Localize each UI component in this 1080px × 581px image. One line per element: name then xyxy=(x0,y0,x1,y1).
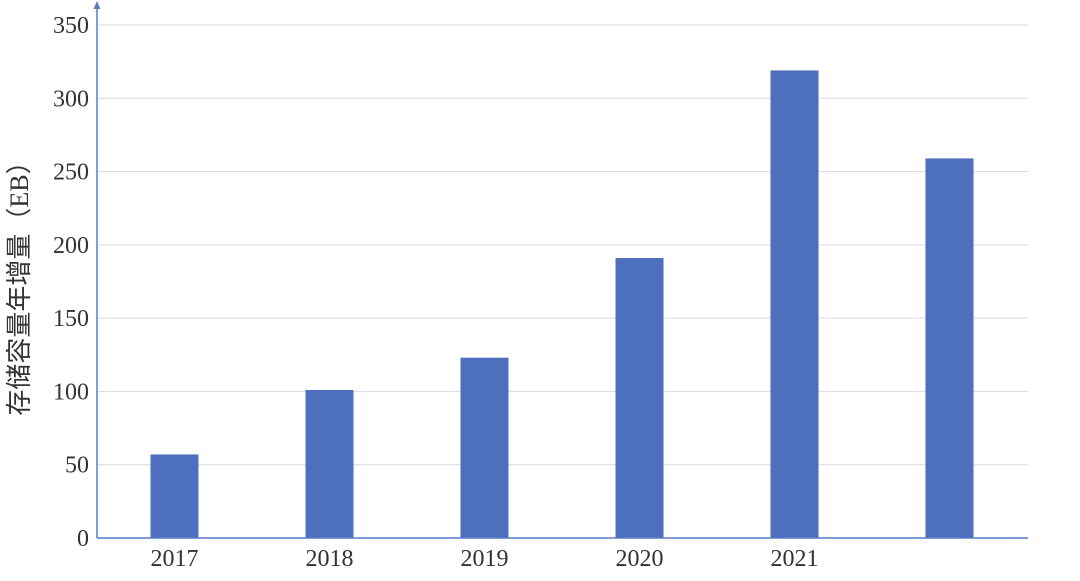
bar-2019 xyxy=(460,357,509,538)
bar-2021 xyxy=(770,70,819,539)
y-tick-label-200: 200 xyxy=(53,233,89,259)
y-tick-label-150: 150 xyxy=(53,306,89,332)
bar-2017 xyxy=(150,454,199,538)
y-tick-label-0: 0 xyxy=(77,526,89,552)
y-tick-label-300: 300 xyxy=(53,86,89,112)
x-tick-labels: 2017 2018 2019 2020 2021 xyxy=(151,546,819,572)
x-tick-label-2021: 2021 xyxy=(771,546,819,572)
y-tick-label-100: 100 xyxy=(53,379,89,405)
bar-2018 xyxy=(305,389,354,538)
bar-unlabeled-5 xyxy=(925,158,974,538)
grid-lines xyxy=(97,24,1028,466)
y-axis-arrow-icon xyxy=(93,1,101,9)
y-tick-label-350: 350 xyxy=(53,13,89,39)
y-tick-labels: 0 50 100 150 200 250 300 350 xyxy=(53,13,89,552)
bars xyxy=(150,70,974,539)
x-tick-label-2020: 2020 xyxy=(616,546,664,572)
x-tick-label-2017: 2017 xyxy=(151,546,199,572)
y-tick-label-250: 250 xyxy=(53,160,89,186)
bar-2020 xyxy=(615,258,664,538)
axes xyxy=(93,1,1028,539)
y-axis-title: 存储容量年增量（EB） xyxy=(5,148,34,415)
y-tick-label-50: 50 xyxy=(65,453,89,479)
x-tick-label-2019: 2019 xyxy=(461,546,509,572)
x-tick-label-2018: 2018 xyxy=(306,546,354,572)
